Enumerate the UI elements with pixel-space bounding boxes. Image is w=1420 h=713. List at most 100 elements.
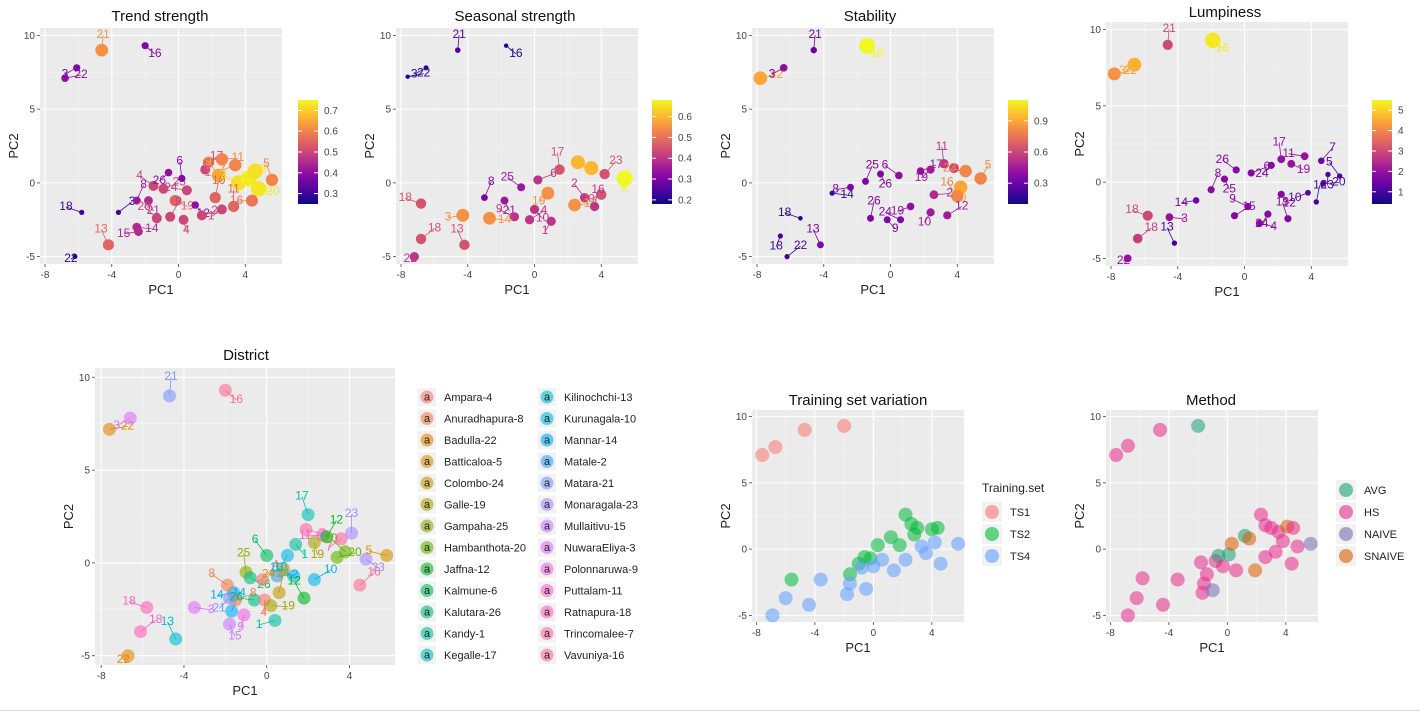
point-label: 22	[117, 652, 131, 666]
colorbar-tick-label: 0.6	[324, 127, 338, 138]
data-point	[1303, 536, 1318, 551]
x-tick-label: 0	[264, 671, 270, 682]
point-label: 21	[164, 369, 178, 383]
point-label: 14	[1175, 195, 1189, 209]
label-leader	[293, 581, 305, 599]
label-leader	[1122, 64, 1135, 72]
y-axis-label: PC2	[61, 504, 76, 529]
point-label: 3	[62, 66, 69, 80]
label-leader	[980, 165, 989, 179]
panel-district: District-8 -4 0 4-50510PC1PC222321161818221…	[61, 347, 638, 698]
label-leader	[786, 245, 801, 257]
legend-key-glyph: a	[544, 499, 551, 511]
point-label: 16	[1216, 40, 1230, 54]
data-point	[784, 572, 799, 587]
point-label: 12	[330, 512, 344, 526]
data-point	[859, 581, 874, 596]
label-leader	[456, 229, 465, 245]
legend-label: NAIVE	[1364, 529, 1397, 541]
point-label: 5	[263, 156, 270, 170]
point-label: 16	[591, 182, 605, 196]
label-leader	[328, 538, 342, 548]
x-tick-label: -8	[753, 270, 762, 281]
point-label: 10	[324, 562, 338, 576]
data-point	[1171, 240, 1178, 246]
label-leader	[313, 542, 318, 556]
point-label: 2	[220, 168, 227, 182]
legend-label: Jaffna-12	[444, 564, 490, 576]
point-label: 1	[205, 165, 212, 179]
data-point	[1194, 555, 1209, 570]
label-leader	[410, 256, 415, 260]
point-label: 25	[501, 169, 515, 183]
point-label: 13	[1160, 220, 1174, 234]
point-label: 8	[832, 182, 839, 196]
point-label: 3	[769, 66, 776, 80]
data-point	[1253, 507, 1268, 522]
legend-key	[540, 562, 554, 576]
legend-label: SNAIVE	[1364, 551, 1404, 563]
data-point	[755, 448, 770, 463]
y-tick-label: 10	[736, 31, 748, 42]
label-leader	[159, 172, 169, 182]
data-point	[1191, 418, 1206, 433]
data-point	[1224, 536, 1239, 551]
label-leader	[101, 34, 104, 51]
point-label: 21	[1162, 21, 1176, 35]
point-label: 6	[252, 532, 259, 546]
label-leader	[575, 165, 592, 169]
label-leader	[1222, 159, 1237, 171]
y-tick-label: 10	[736, 412, 748, 423]
x-tick-label: 0	[532, 270, 538, 281]
point-label: 5	[621, 181, 628, 195]
point-label: 16	[367, 564, 381, 578]
label-leader	[1288, 153, 1305, 157]
y-tick-label: -5	[738, 252, 747, 263]
colorbar	[298, 100, 318, 204]
point-label: 6	[1263, 159, 1270, 173]
legend-key-glyph: a	[544, 435, 551, 447]
legend-key-glyph: a	[424, 585, 431, 597]
point-label: 3	[114, 418, 121, 432]
label-leader	[194, 607, 212, 611]
point-label: 13	[806, 221, 820, 235]
legend-key	[1339, 527, 1353, 541]
point-label: 7	[326, 540, 333, 554]
data-point	[1220, 175, 1229, 183]
point-label: 16	[870, 46, 884, 60]
legend-key	[420, 455, 434, 468]
label-leader	[263, 600, 266, 614]
legend-key-glyph: a	[544, 392, 551, 404]
label-leader	[1167, 28, 1170, 45]
x-tick-label: 0	[1242, 272, 1248, 283]
legend-label: TS4	[1010, 551, 1030, 563]
legend-key-glyph: a	[424, 392, 431, 404]
label-leader	[243, 553, 247, 573]
point-label: 1	[301, 547, 308, 561]
y-tick-label: 5	[385, 105, 391, 116]
label-leader	[222, 164, 236, 171]
label-leader	[1232, 198, 1249, 207]
y-axis-label: PC2	[6, 133, 21, 158]
label-leader	[109, 425, 128, 430]
y-axis-label: PC2	[718, 503, 733, 528]
legend-key	[540, 584, 554, 597]
label-leader	[1315, 185, 1321, 203]
label-leader	[214, 180, 220, 198]
x-axis-label: PC1	[504, 282, 529, 297]
x-axis-label: PC1	[845, 640, 870, 655]
label-leader	[218, 597, 230, 609]
data-point	[209, 192, 221, 204]
label-leader	[499, 209, 515, 218]
point-label: 4	[541, 203, 548, 217]
label-leader	[865, 165, 873, 182]
point-label: 21	[808, 27, 822, 41]
point-label: 18	[122, 594, 136, 608]
label-leader	[573, 183, 585, 198]
x-axis-label: PC1	[232, 683, 257, 698]
label-leader	[1123, 258, 1128, 262]
label-leader	[1259, 222, 1274, 228]
label-leader	[538, 192, 549, 202]
y-tick-label: -5	[382, 252, 391, 263]
legend-key-glyph: a	[544, 413, 551, 425]
